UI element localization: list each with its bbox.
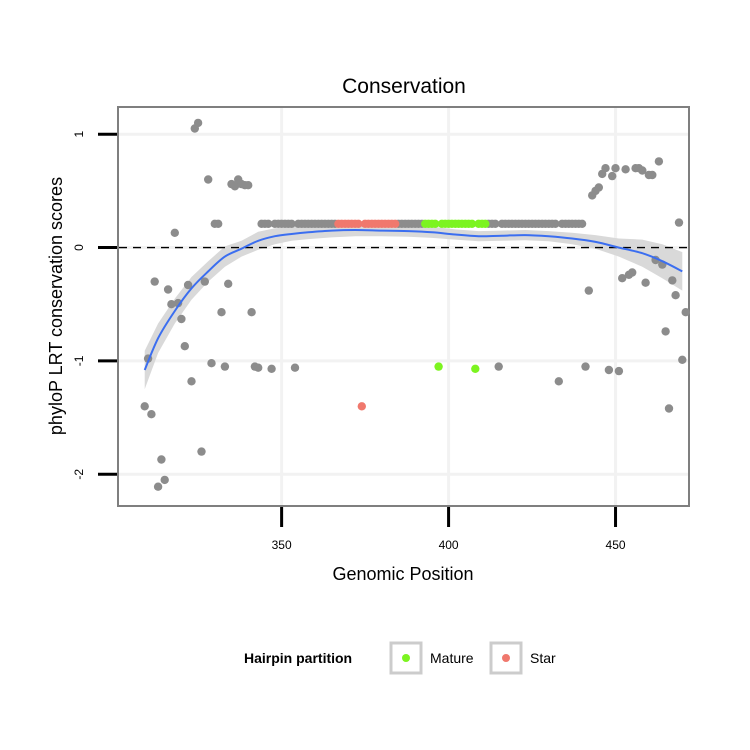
data-point-other	[290, 363, 300, 372]
plot-panel	[117, 106, 690, 507]
data-point-other	[163, 285, 173, 294]
data-point-other	[230, 182, 240, 191]
data-point-other	[601, 164, 610, 173]
data-point-other	[214, 219, 223, 228]
y-axis: 1 0 -1 -2	[72, 131, 117, 480]
data-point-other	[661, 327, 670, 336]
data-point-other	[207, 359, 216, 368]
data-point-other	[581, 362, 590, 371]
legend-dot-star	[502, 654, 510, 662]
data-point-other	[577, 219, 587, 228]
smooth-trend-line	[143, 228, 683, 371]
data-point-other	[674, 218, 684, 227]
data-point-other	[147, 410, 156, 419]
data-point-other	[491, 219, 500, 228]
data-point-other	[584, 286, 593, 295]
y-axis-title: phyloP LRT conservation scores	[46, 177, 66, 435]
data-point-other	[183, 280, 193, 290]
data-point-other	[287, 219, 296, 228]
x-tick-label: 450	[606, 538, 626, 552]
data-point-other	[167, 300, 176, 309]
data-point-other	[200, 277, 209, 286]
data-point-other	[594, 183, 603, 192]
data-point-other	[628, 268, 637, 277]
data-point-other	[641, 278, 650, 287]
data-point-star	[391, 219, 400, 228]
data-point-other	[244, 181, 253, 190]
legend-label-star: Star	[530, 650, 556, 666]
data-point-other	[604, 365, 614, 375]
x-tick-label: 350	[272, 538, 292, 552]
data-point-other	[204, 175, 213, 184]
data-point-other	[648, 170, 657, 180]
data-point-other	[224, 279, 233, 288]
data-point-other	[170, 228, 179, 237]
data-point-other	[177, 314, 186, 324]
data-point-other	[611, 164, 620, 173]
legend-title: Hairpin partition	[244, 650, 352, 666]
data-points-layer	[140, 118, 690, 491]
data-point-other	[614, 366, 624, 376]
data-point-other	[217, 308, 226, 317]
data-point-star	[354, 219, 363, 228]
data-point-other	[551, 219, 560, 228]
data-point-other	[153, 482, 163, 491]
data-point-other	[681, 308, 690, 317]
data-point-other	[554, 377, 563, 386]
data-point-other	[220, 362, 230, 371]
x-axis-title: Genomic Position	[332, 564, 473, 584]
data-point-other	[197, 447, 206, 456]
data-point-other	[618, 274, 627, 283]
data-point-other	[671, 291, 680, 300]
data-point-other	[668, 276, 677, 285]
confidence-ribbon-layer	[144, 223, 683, 390]
data-point-other	[150, 277, 159, 286]
y-tick-label: 1	[72, 131, 86, 138]
data-point-other	[254, 363, 263, 372]
x-axis: 350 400 450	[272, 507, 626, 552]
data-point-other	[638, 166, 647, 175]
data-point-other	[264, 219, 273, 228]
data-point-mature	[481, 219, 490, 228]
legend-dot-mature	[402, 654, 410, 662]
confidence-ribbon	[144, 223, 683, 390]
data-point-other	[173, 298, 183, 308]
y-tick-label: -1	[72, 355, 86, 366]
data-point-other	[157, 455, 166, 464]
data-point-other	[664, 404, 674, 413]
data-point-mature	[434, 362, 443, 371]
data-point-other	[160, 475, 169, 485]
data-point-other	[180, 342, 189, 351]
x-tick-label: 400	[439, 538, 459, 552]
legend: Hairpin partition Mature Star	[244, 641, 556, 675]
data-point-other	[494, 362, 503, 371]
data-point-mature	[431, 219, 440, 228]
smooth-line-layer	[143, 228, 683, 371]
data-point-other	[654, 157, 664, 166]
data-point-mature	[467, 219, 477, 228]
data-point-other	[621, 165, 630, 174]
data-point-other	[193, 118, 203, 128]
data-point-other	[247, 308, 256, 317]
y-tick-label: -2	[72, 469, 86, 480]
data-point-other	[608, 171, 617, 181]
y-tick-label: 0	[72, 244, 86, 251]
legend-label-mature: Mature	[430, 650, 474, 666]
data-point-mature	[471, 364, 480, 373]
data-point-other	[678, 355, 687, 364]
data-point-other	[187, 377, 196, 386]
data-point-other	[140, 402, 149, 411]
data-point-star	[357, 402, 366, 411]
data-point-other	[267, 364, 276, 373]
chart-title: Conservation	[342, 75, 466, 98]
